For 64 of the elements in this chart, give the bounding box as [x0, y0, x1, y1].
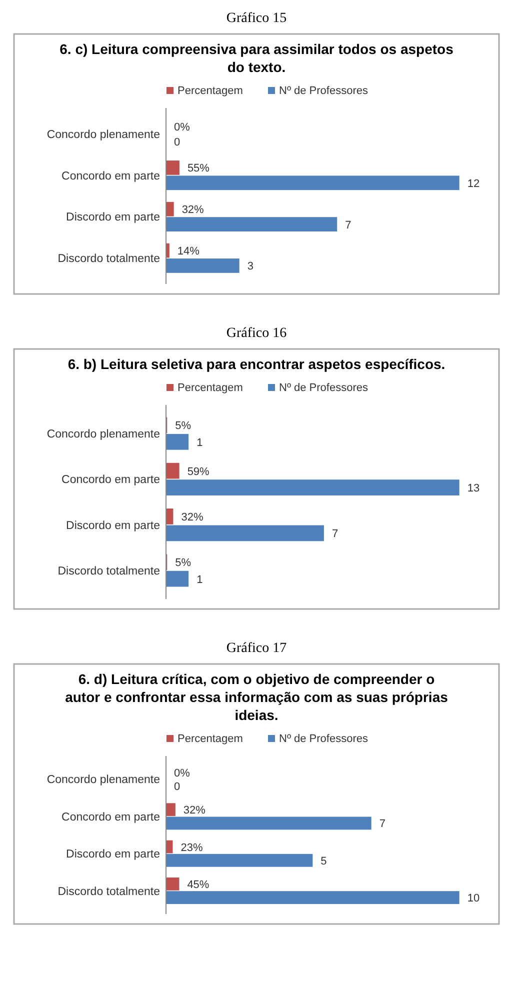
bar [166, 878, 180, 890]
data-label: 32% [183, 804, 206, 817]
data-label: 1 [196, 574, 203, 586]
data-label: 5% [175, 557, 192, 570]
data-label: 32% [181, 511, 204, 524]
data-label: 5% [175, 420, 192, 432]
bar [166, 480, 460, 496]
y-tick-label: Concordo plenamente [46, 128, 160, 141]
bar [166, 508, 174, 524]
legend-label: Nº de Professores [279, 382, 368, 394]
bar [166, 570, 189, 587]
data-label: 0 [174, 136, 180, 148]
data-label: 3 [247, 260, 254, 273]
legend-label: Percentagem [178, 382, 243, 394]
y-tick-label: Discordo totalmente [58, 253, 160, 266]
data-label: 32% [182, 204, 204, 216]
bar [166, 854, 313, 867]
y-tick-label: Discordo em parte [66, 848, 160, 861]
bar [166, 160, 180, 175]
y-tick-label: Discordo totalmente [58, 886, 160, 898]
legend-label: Percentagem [178, 733, 243, 745]
y-tick-label: Concordo em parte [62, 811, 160, 824]
legend-label: Nº de Professores [279, 733, 368, 745]
bar [166, 816, 372, 830]
y-tick-label: Discordo em parte [66, 212, 160, 224]
y-tick-label: Concordo em parte [62, 170, 160, 182]
data-label: 10 [467, 892, 480, 905]
chart-title: 6. d) Leitura crítica, com o objetivo de compreender o autor e confrontar essa informação com as suas próprias ideias. [65, 671, 448, 723]
bar [166, 258, 240, 273]
data-label: 1 [196, 436, 203, 449]
data-label: 0% [174, 121, 190, 134]
data-label: 7 [379, 818, 386, 830]
data-label: 13 [467, 482, 480, 495]
data-label: 45% [187, 878, 210, 891]
data-label: 0 [174, 781, 180, 794]
bar [166, 217, 338, 232]
text: Gráfico 17 [226, 641, 287, 656]
bar [166, 176, 460, 190]
bar [166, 891, 460, 904]
y-tick-label: Discordo totalmente [58, 565, 160, 578]
data-label: 7 [332, 528, 338, 540]
legend-label: Nº de Professores [279, 85, 368, 97]
data-label: 55% [187, 162, 210, 175]
data-label: 0% [174, 767, 190, 780]
data-label: 12 [467, 178, 480, 190]
y-tick-label: Discordo em parte [66, 520, 160, 532]
y-tick-label: Concordo em parte [62, 474, 160, 486]
y-tick-label: Concordo plenamente [46, 428, 160, 441]
text: Gráfico 15 [226, 11, 287, 26]
bar [166, 525, 324, 542]
legend-label: Percentagem [178, 85, 243, 97]
y-tick-label: Concordo plenamente [46, 774, 160, 786]
data-label: 5 [320, 855, 327, 868]
bar [166, 803, 176, 816]
data-label: 23% [180, 842, 203, 854]
bar [166, 434, 189, 450]
chart-title: 6. c) Leitura compreensiva para assimilar todos os aspetos do texto. [60, 41, 454, 75]
data-label: 14% [177, 246, 200, 258]
data-label: 59% [187, 466, 210, 478]
text: Gráfico 16 [226, 326, 287, 341]
chart-title: 6. b) Leitura seletiva para encontrar aspetos específicos. [68, 356, 446, 372]
data-label: 7 [345, 219, 352, 232]
bar [166, 202, 174, 216]
bar [166, 462, 180, 479]
